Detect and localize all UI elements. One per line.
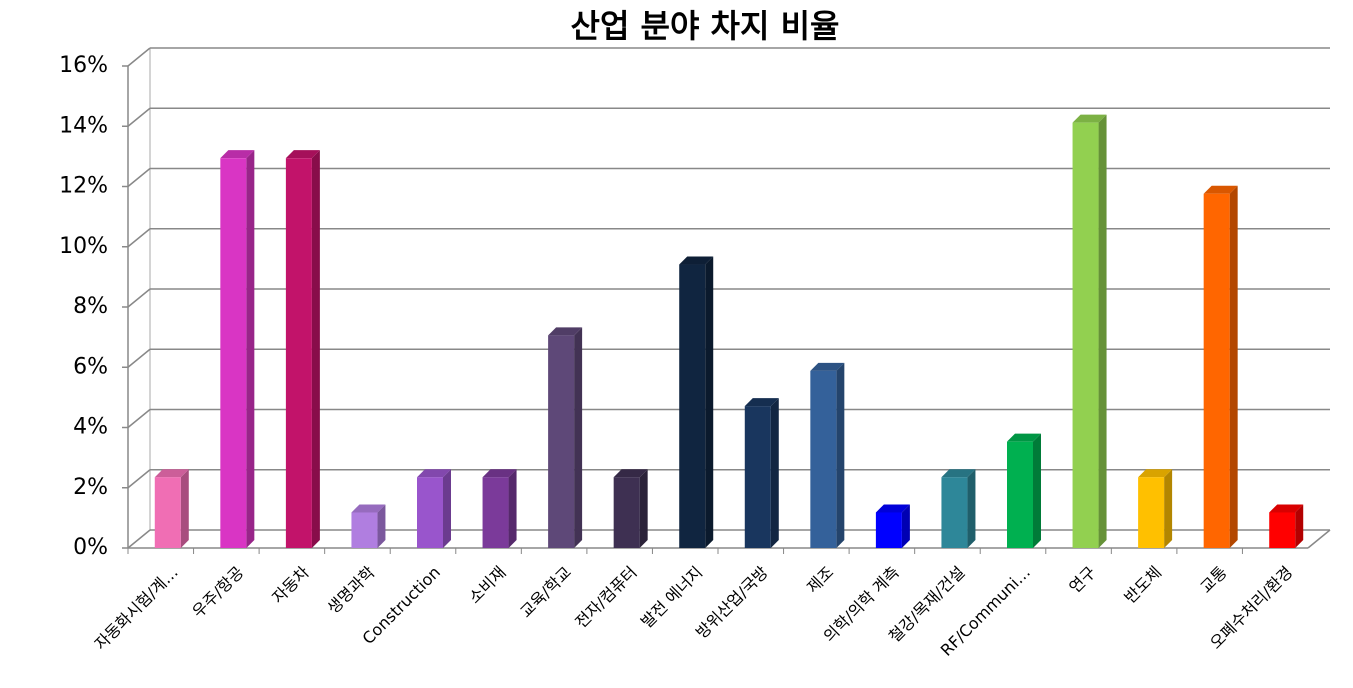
grid-line-side [127, 529, 151, 549]
bar-side [1164, 469, 1173, 548]
bar-side [967, 469, 976, 548]
bar-side [639, 469, 648, 548]
y-tick-label: 12% [59, 174, 108, 199]
bar-side [508, 469, 517, 548]
bar [810, 370, 837, 548]
bar-side [1295, 504, 1304, 548]
grid-line-side [127, 228, 151, 248]
y-tick-label: 14% [59, 113, 108, 138]
x-tick-label: 교통 [1196, 563, 1230, 597]
bar-side [443, 469, 451, 548]
grid-line-side [127, 408, 151, 429]
bar [1203, 193, 1230, 549]
x-tick-label: 연구 [1065, 563, 1099, 597]
bar-side [901, 504, 910, 548]
bar-top [482, 469, 517, 478]
x-tick-label: 제조 [803, 563, 837, 597]
grid-line-side [127, 167, 151, 188]
bar-top [220, 150, 255, 159]
y-tick-label: 4% [73, 415, 108, 440]
bar [285, 158, 312, 548]
bar [417, 477, 443, 548]
bar-top [1072, 114, 1107, 123]
grid-line-side [127, 348, 151, 368]
bar-top [941, 469, 976, 478]
chart-title: 산업 분야 차지 비율 [571, 7, 840, 45]
bar-top [810, 362, 845, 371]
bar-top [417, 469, 451, 478]
bar [875, 512, 902, 548]
bar-top [1007, 433, 1041, 442]
bar-side [836, 362, 845, 548]
bar-side [180, 469, 189, 548]
bar [744, 406, 771, 548]
y-tick-label: 2% [73, 475, 108, 500]
x-tick-label: 소비재 [465, 563, 510, 608]
x-tick-label: 생명과학 [323, 562, 378, 617]
bar [1072, 122, 1099, 548]
bar-top [154, 469, 189, 478]
bar-top [1203, 185, 1238, 194]
grid-line-side [127, 47, 151, 67]
bar-top [875, 504, 910, 513]
bar-side [770, 398, 779, 548]
x-tick-label: 교육/학교 [516, 563, 575, 622]
y-tick-label: 10% [59, 234, 108, 259]
bar-side [246, 150, 255, 548]
bar [1007, 441, 1033, 548]
bar-top [1138, 469, 1173, 478]
bar-side [705, 256, 714, 548]
bar-top [351, 504, 386, 513]
bar [613, 477, 640, 548]
y-tick-label: 16% [59, 53, 108, 78]
grid-line-side [127, 288, 151, 308]
bar [482, 477, 509, 548]
x-tick-label: 전자/컴퓨터 [571, 563, 640, 632]
floor-right [1307, 529, 1331, 549]
x-tick-label: 자동차 [268, 562, 313, 607]
bar [351, 512, 378, 548]
grid-line-side [127, 469, 151, 489]
y-tick-label: 0% [73, 535, 108, 560]
bar-side [377, 504, 386, 548]
bar [220, 158, 247, 548]
bar-top [548, 327, 583, 336]
bar [548, 335, 575, 548]
y-tick-label: 6% [73, 354, 108, 379]
bar [679, 264, 706, 548]
bar-side [311, 150, 320, 548]
y-tick-label: 8% [73, 294, 108, 319]
bar-top [1269, 504, 1304, 513]
bar [941, 477, 968, 548]
bar-side [574, 327, 583, 548]
bar-top [613, 469, 648, 478]
bar-side [1229, 185, 1238, 549]
grid-line-side [127, 107, 151, 127]
bar-side [1033, 433, 1041, 548]
x-tick-label: 반도체 [1120, 563, 1165, 608]
bar-top [744, 398, 779, 407]
x-tick-label: 우주/항공 [188, 563, 247, 622]
x-tick-label: 발전 에너지 [637, 563, 706, 632]
bar [1138, 477, 1165, 548]
bar [154, 477, 181, 548]
x-tick-label: 자동화시험/계… [91, 563, 182, 654]
bar-side [1098, 114, 1107, 548]
bar-top [679, 256, 714, 265]
bar-top [285, 150, 320, 159]
bar [1269, 512, 1296, 548]
